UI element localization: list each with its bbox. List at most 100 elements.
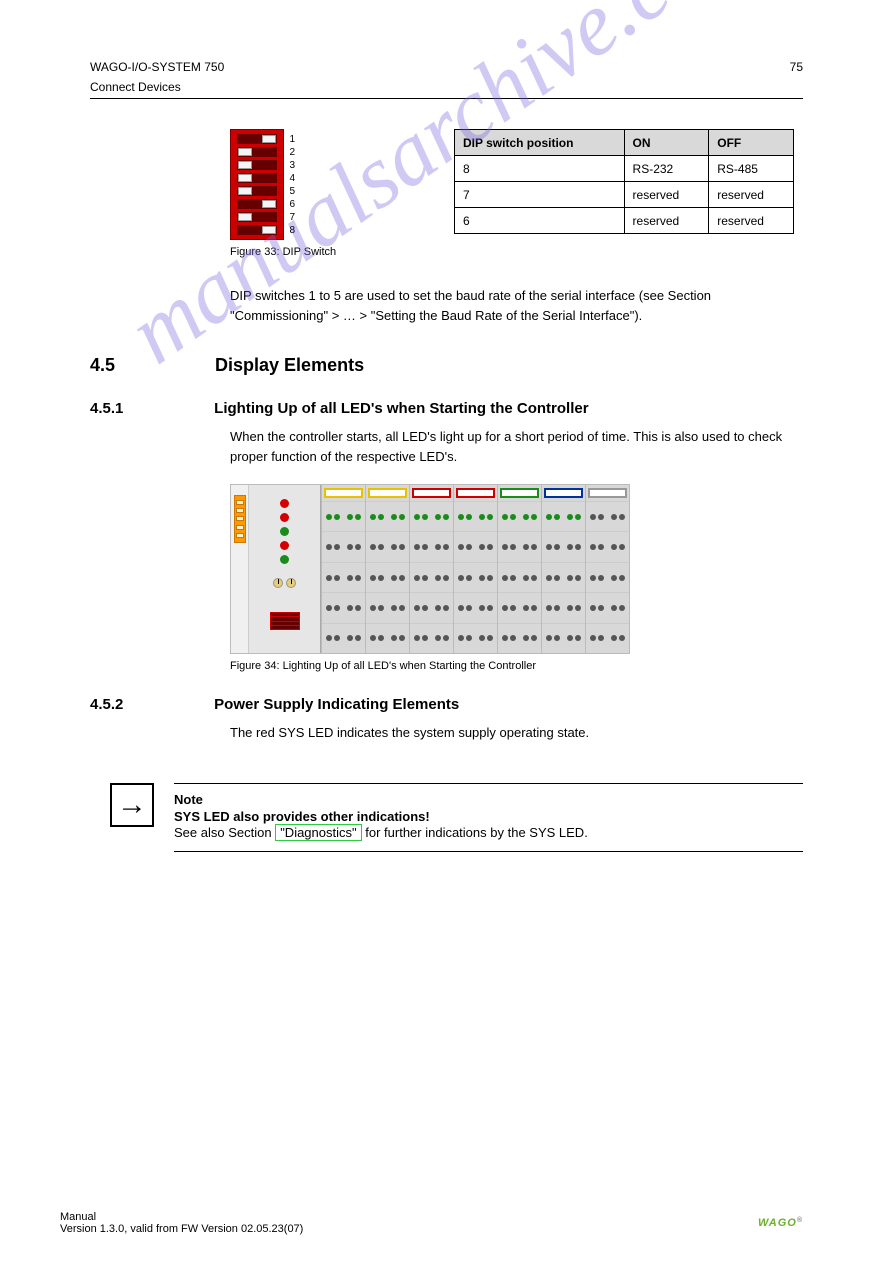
- terminal: [520, 623, 542, 653]
- note-arrow-icon: →: [110, 783, 154, 827]
- dip-label: 5: [289, 186, 295, 197]
- table-cell: 8: [455, 156, 625, 182]
- terminal: [564, 623, 586, 653]
- table-header: DIP switch position: [455, 130, 625, 156]
- terminal: [432, 623, 454, 653]
- section-4-5-num: 4.5: [90, 355, 210, 376]
- dip-label: 1: [289, 134, 295, 145]
- terminal: [322, 531, 344, 561]
- terminal: [498, 623, 520, 653]
- terminal: [586, 623, 608, 653]
- table-header: OFF: [709, 130, 794, 156]
- dip-switch-figure: 12345678: [230, 129, 284, 240]
- terminal: [586, 592, 608, 622]
- s442-body: DIP switches 1 to 5 are used to set the …: [230, 286, 803, 325]
- table-cell: reserved: [709, 208, 794, 234]
- node-figure: [230, 484, 630, 654]
- section-4-5-1-heading: 4.5.1 Lighting Up of all LED's when Star…: [90, 400, 803, 417]
- io-module: [409, 485, 453, 653]
- terminal: [388, 562, 410, 592]
- terminal: [564, 592, 586, 622]
- dip-label: 6: [289, 199, 295, 210]
- dip-knob: [238, 187, 252, 195]
- dip-label: 3: [289, 160, 295, 171]
- fieldbus-connector: [234, 495, 246, 543]
- dip-label: 7: [289, 212, 295, 223]
- table-cell: reserved: [624, 208, 709, 234]
- table-cell: reserved: [624, 182, 709, 208]
- io-module: [541, 485, 585, 653]
- wago-logo: WAGO®: [758, 1217, 803, 1229]
- io-module: [365, 485, 409, 653]
- terminal: [388, 592, 410, 622]
- terminal: [410, 623, 432, 653]
- dip-knob: [262, 226, 276, 234]
- dip-caption: Figure 33: DIP Switch: [230, 246, 803, 258]
- terminal: [344, 562, 366, 592]
- dip-slot: 4: [237, 173, 277, 183]
- dip-knob: [238, 161, 252, 169]
- module-color-bar: [324, 488, 363, 498]
- section-4-5-title: Display Elements: [215, 355, 364, 375]
- mini-dip-icon: [270, 612, 300, 630]
- table-cell: RS-232: [624, 156, 709, 182]
- terminal: [410, 562, 432, 592]
- terminal: [322, 562, 344, 592]
- terminal: [542, 623, 564, 653]
- terminal: [454, 562, 476, 592]
- terminal: [498, 592, 520, 622]
- module-color-bar: [588, 488, 627, 498]
- terminal: [432, 531, 454, 561]
- terminal: [366, 562, 388, 592]
- terminal: [410, 592, 432, 622]
- terminal: [388, 531, 410, 561]
- terminal: [564, 531, 586, 561]
- table-cell: 6: [455, 208, 625, 234]
- note-heading: SYS LED also provides other indications!: [174, 809, 803, 824]
- terminal: [520, 562, 542, 592]
- module-color-bar: [368, 488, 407, 498]
- terminal: [388, 623, 410, 653]
- section-4-5-1-num: 4.5.1: [90, 400, 210, 417]
- terminal: [520, 592, 542, 622]
- terminal: [542, 592, 564, 622]
- status-led: [280, 499, 289, 508]
- dip-label: 4: [289, 173, 295, 184]
- io-module: [497, 485, 541, 653]
- note-after: for further indications by the SYS LED.: [365, 825, 588, 840]
- table-cell: reserved: [709, 182, 794, 208]
- header-doc-title: WAGO-I/O-SYSTEM 750: [90, 60, 224, 74]
- status-led: [280, 541, 289, 550]
- terminal: [454, 623, 476, 653]
- coupler-leds: [280, 499, 289, 564]
- table-row: 6reservedreserved: [455, 208, 794, 234]
- terminal: [476, 592, 498, 622]
- dip-slot: 7: [237, 212, 277, 222]
- terminal: [344, 623, 366, 653]
- rotary-switches: [273, 578, 296, 588]
- terminal: [344, 592, 366, 622]
- note-link[interactable]: "Diagnostics": [275, 824, 361, 841]
- module-color-bar: [544, 488, 583, 498]
- terminal: [542, 531, 564, 561]
- node-caption: Figure 34: Lighting Up of all LED's when…: [230, 660, 803, 672]
- terminal: [432, 562, 454, 592]
- footer-version: Version 1.3.0, valid from FW Version 02.…: [60, 1223, 303, 1235]
- dip-slot: 5: [237, 186, 277, 196]
- dip-knob: [238, 213, 252, 221]
- terminal: [366, 623, 388, 653]
- dip-slot: 6: [237, 199, 277, 209]
- note-block: → Note SYS LED also provides other indic…: [110, 783, 803, 852]
- dip-knob: [238, 174, 252, 182]
- section-4-5-1-title: Lighting Up of all LED's when Starting t…: [214, 400, 588, 417]
- section-4-5-2-num: 4.5.2: [90, 696, 210, 713]
- note-text: See also Section "Diagnostics" for furth…: [174, 824, 803, 841]
- terminal: [498, 531, 520, 561]
- dip-knob: [262, 135, 276, 143]
- header-subtitle: Connect Devices: [90, 80, 803, 94]
- status-led: [280, 513, 289, 522]
- terminal: [454, 531, 476, 561]
- dip-label: 2: [289, 147, 295, 158]
- header-rule: [90, 98, 803, 99]
- terminal: [520, 531, 542, 561]
